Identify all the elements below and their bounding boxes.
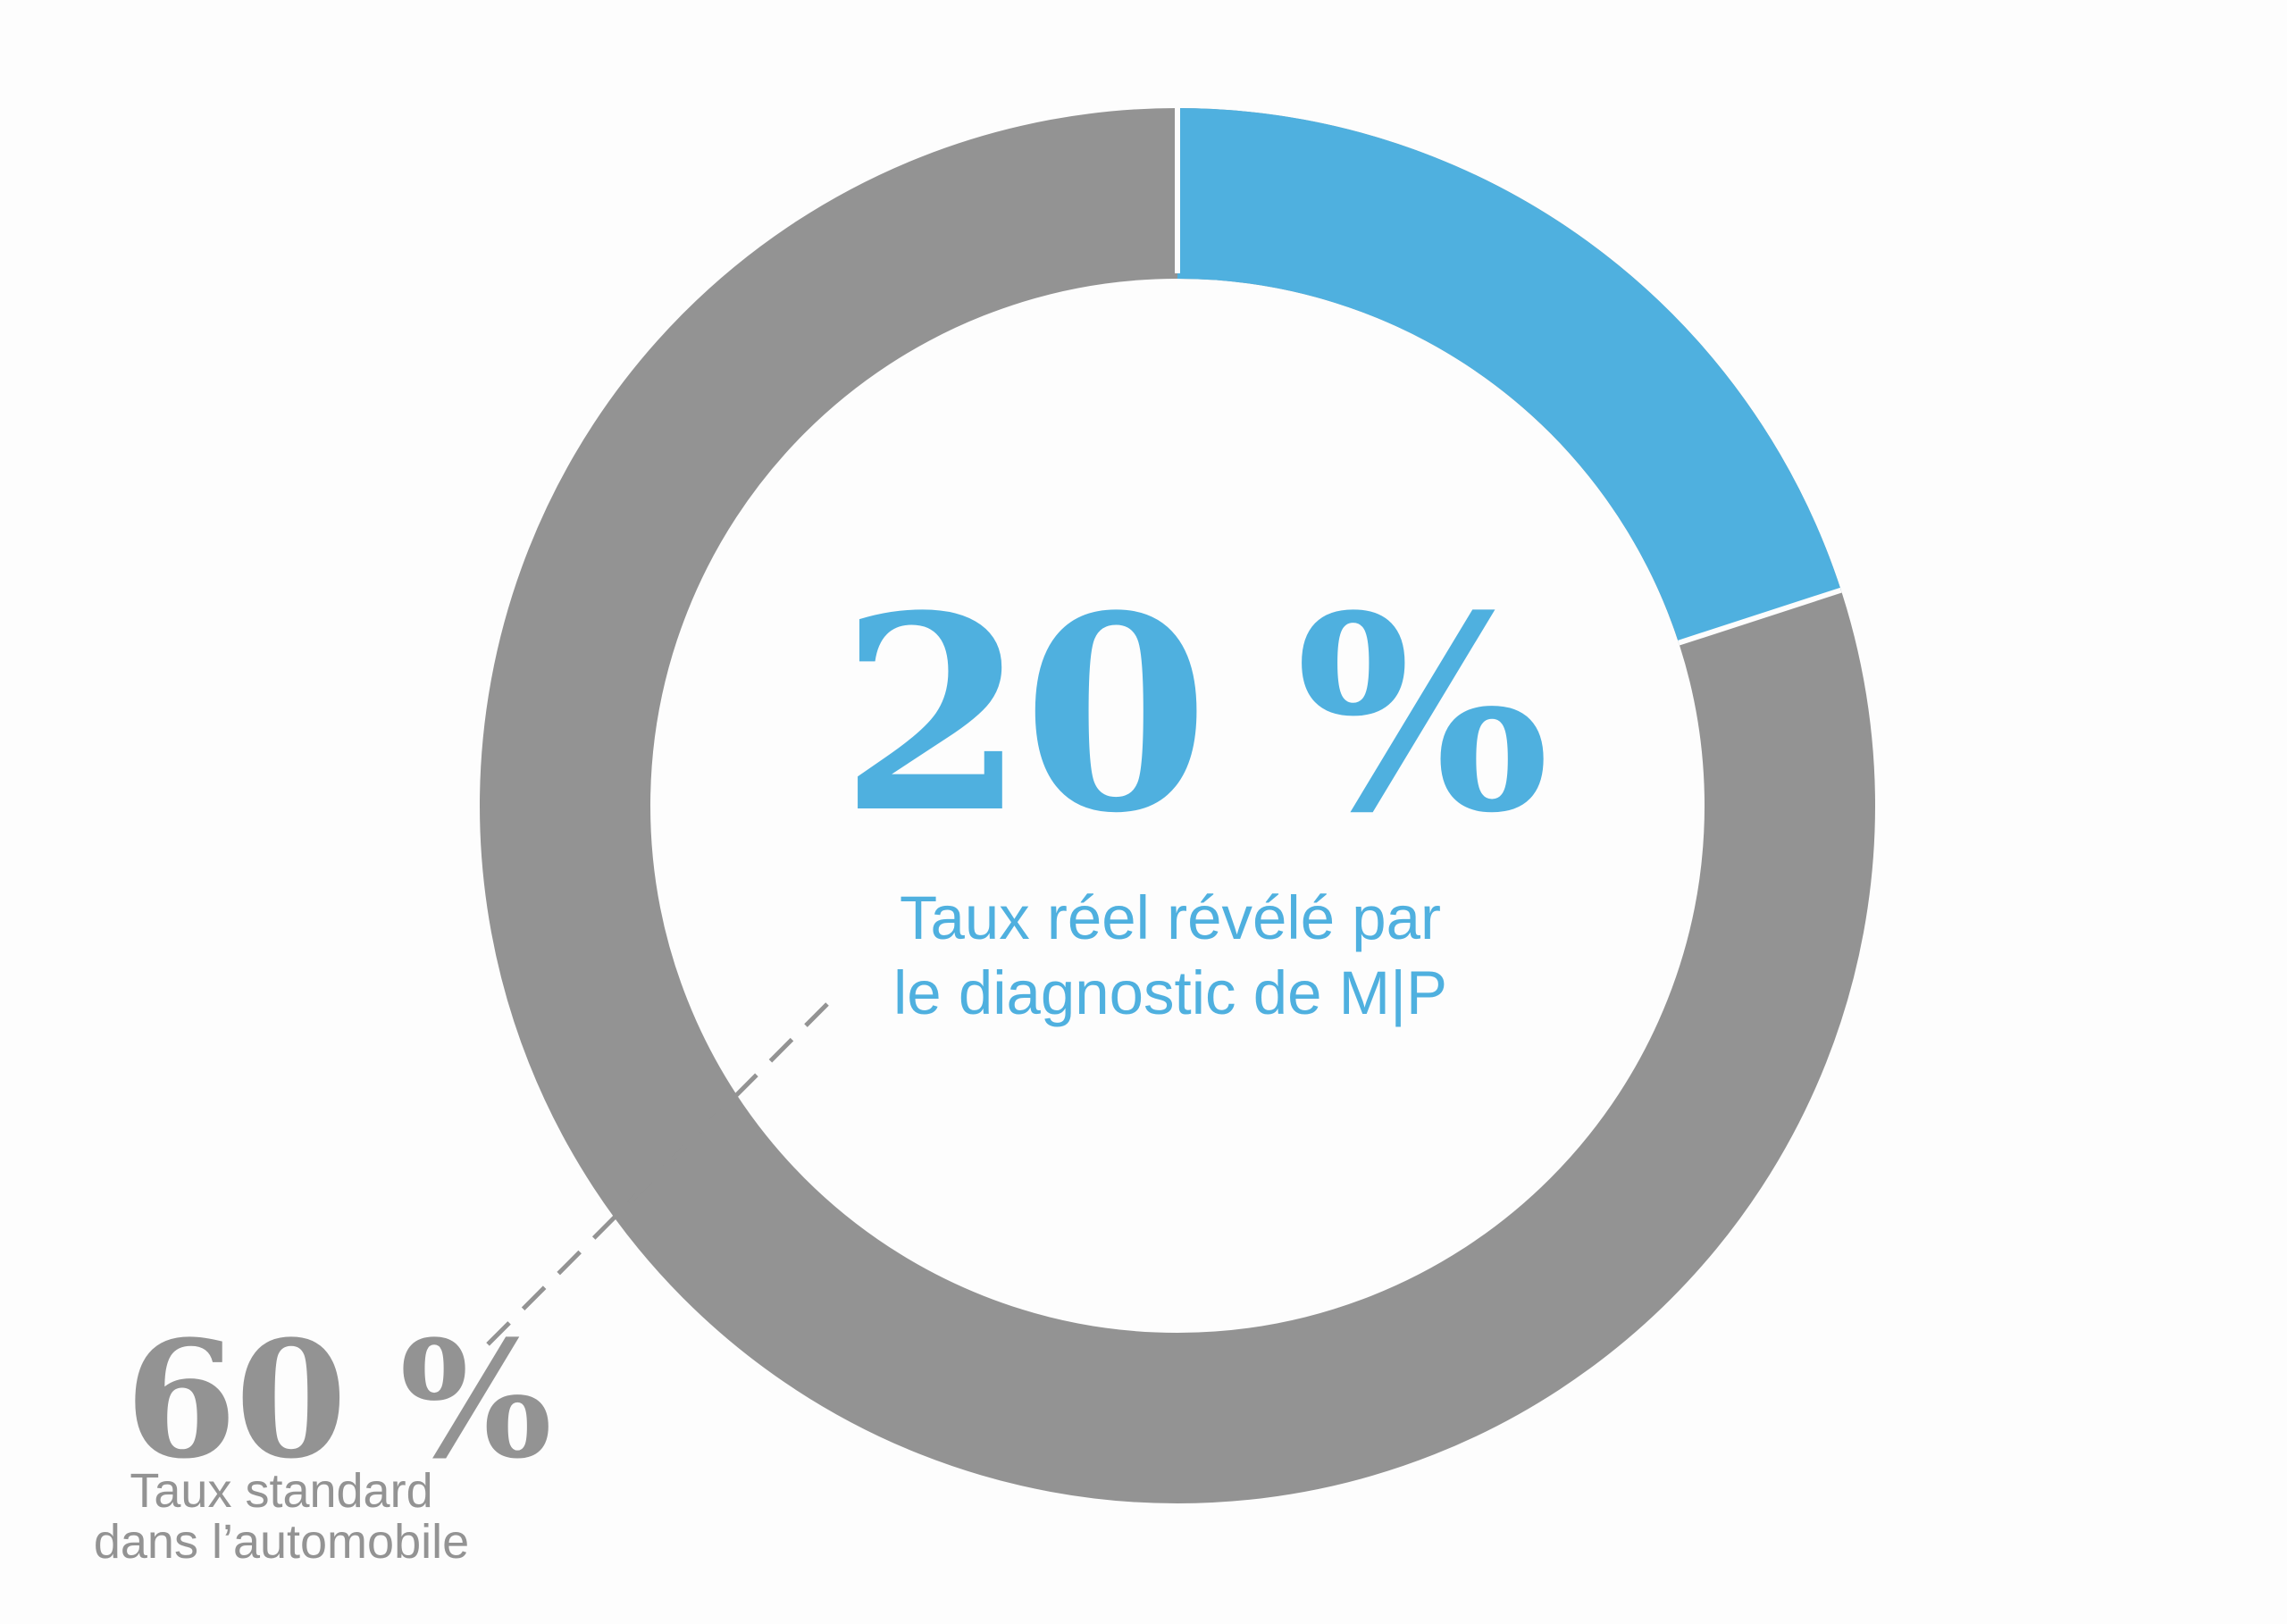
side-caption: Taux standard dans l’automobile bbox=[54, 1466, 509, 1568]
center-percentage-value: 20 % bbox=[840, 557, 1550, 872]
segment-separator-right bbox=[1678, 587, 1842, 646]
side-caption-line-1: Taux standard bbox=[130, 1464, 433, 1518]
center-caption-line-2: le diagnostic de M|P bbox=[892, 958, 1448, 1027]
donut-segment-20-percent bbox=[1177, 108, 1841, 644]
side-percentage-value: 60 % bbox=[125, 1306, 552, 1494]
leader-line-dashed bbox=[479, 1002, 829, 1353]
center-caption: Taux réel révélé par le diagnostic de M|… bbox=[858, 881, 1483, 1031]
side-caption-line-2: dans l’automobile bbox=[93, 1515, 470, 1569]
center-caption-line-1: Taux réel révélé par bbox=[900, 883, 1441, 952]
